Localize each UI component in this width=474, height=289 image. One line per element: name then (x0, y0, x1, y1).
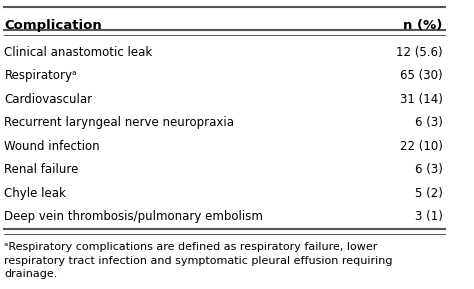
Text: Recurrent laryngeal nerve neuropraxia: Recurrent laryngeal nerve neuropraxia (4, 116, 235, 129)
Text: 31 (14): 31 (14) (400, 93, 442, 106)
Text: Renal failure: Renal failure (4, 163, 79, 176)
Text: Chyle leak: Chyle leak (4, 187, 66, 200)
Text: 6 (3): 6 (3) (415, 163, 442, 176)
Text: 12 (5.6): 12 (5.6) (396, 46, 442, 59)
Text: Deep vein thrombosis/pulmonary embolism: Deep vein thrombosis/pulmonary embolism (4, 210, 264, 223)
Text: ᵃRespiratory complications are defined as respiratory failure, lower
respiratory: ᵃRespiratory complications are defined a… (4, 242, 393, 279)
Text: Wound infection: Wound infection (4, 140, 100, 153)
Text: n (%): n (%) (403, 18, 442, 32)
Text: Cardiovascular: Cardiovascular (4, 93, 92, 106)
Text: 22 (10): 22 (10) (400, 140, 442, 153)
Text: 3 (1): 3 (1) (415, 210, 442, 223)
Text: 6 (3): 6 (3) (415, 116, 442, 129)
Text: 5 (2): 5 (2) (415, 187, 442, 200)
Text: Complication: Complication (4, 18, 102, 32)
Text: Respiratoryᵃ: Respiratoryᵃ (4, 69, 77, 82)
Text: Clinical anastomotic leak: Clinical anastomotic leak (4, 46, 153, 59)
Text: 65 (30): 65 (30) (400, 69, 442, 82)
